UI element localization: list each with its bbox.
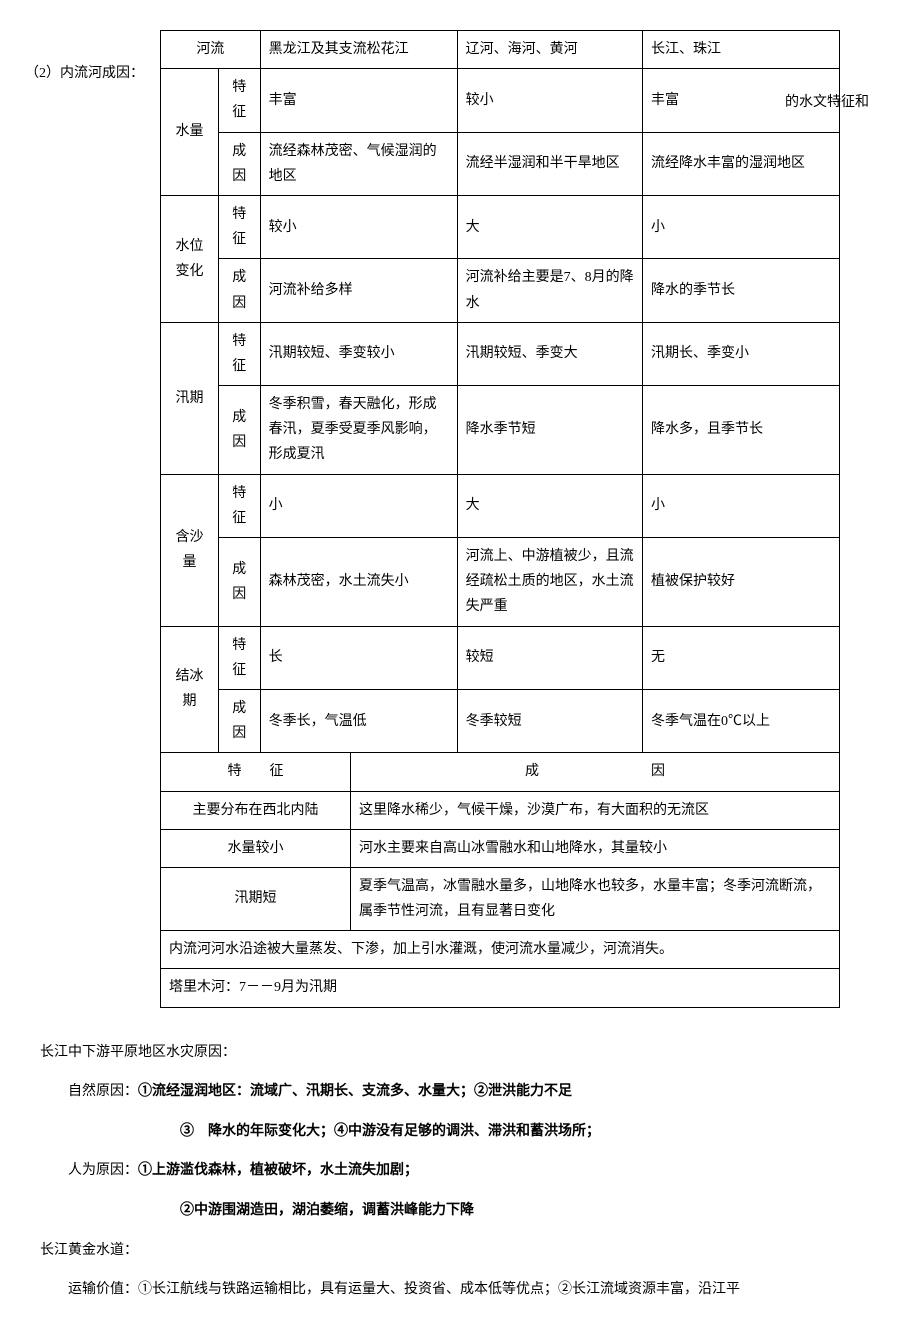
table-row: 成因 森林茂密，水土流失小 河流上、中游植被少，且流经疏松土质的地区，水土流失严… <box>161 538 840 627</box>
cell: 汛期较短、季变较小 <box>260 322 457 385</box>
inland-river-table: 特 征 成 因 主要分布在西北内陆 这里降水稀少，气候干燥，沙漠广布，有大面积的… <box>160 752 840 1007</box>
text-bold: ①流经湿润地区：流域广、汛期长、支流多、水量大；②泄洪能力不足 <box>138 1084 572 1099</box>
cell: 成因 <box>218 386 260 475</box>
table-row: 成因 流经森林茂密、气候湿润的地区 流经半湿润和半干旱地区 流经降水丰富的湿润地… <box>161 132 840 195</box>
table-row: 含沙量 特征 小 大 小 <box>161 474 840 537</box>
cell: 河水主要来自高山冰雪融水和山地降水，其量较小 <box>351 829 840 867</box>
paragraph: 人为原因：①上游滥伐森林，植被破坏，水土流失加剧； <box>40 1154 880 1188</box>
cell: 汛期较短、季变大 <box>457 322 642 385</box>
table-row: 河流 黑龙江及其支流松花江 辽河、海河、黄河 长江、珠江 <box>161 31 840 69</box>
table-row: 结冰期 特征 长 较短 无 <box>161 626 840 689</box>
cell: 冬季长，气温低 <box>260 689 457 752</box>
cell: 辽河、海河、黄河 <box>457 31 642 69</box>
cell: 塔里木河：7－－9月为汛期 <box>161 969 840 1007</box>
table-row: 主要分布在西北内陆 这里降水稀少，气候干燥，沙漠广布，有大面积的无流区 <box>161 791 840 829</box>
cell: 河流上、中游植被少，且流经疏松土质的地区，水土流失严重 <box>457 538 642 627</box>
cell: 成因 <box>218 689 260 752</box>
paragraph: ②中游围湖造田，湖泊萎缩，调蓄洪峰能力下降 <box>40 1194 880 1228</box>
cell: 较小 <box>260 195 457 258</box>
cell: 汛期短 <box>161 867 351 930</box>
cell: 流经半湿润和半干旱地区 <box>457 132 642 195</box>
paragraph: 长江黄金水道： <box>40 1234 880 1268</box>
text-bold: ①上游滥伐森林，植被破坏，水土流失加剧； <box>138 1163 418 1178</box>
cell: 长 <box>260 626 457 689</box>
paragraph: 长江中下游平原地区水灾原因： <box>40 1036 880 1070</box>
cell: 特征 <box>218 474 260 537</box>
side-note-left: （2）内流河成因： <box>25 60 150 88</box>
table-row: 特 征 成 因 <box>161 753 840 791</box>
cell: 降水季节短 <box>457 386 642 475</box>
cell: 降水的季节长 <box>642 259 839 322</box>
cell: 主要分布在西北内陆 <box>161 791 351 829</box>
cell: 特 征 <box>161 753 351 791</box>
table-row: 汛期 特征 汛期较短、季变较小 汛期较短、季变大 汛期长、季变小 <box>161 322 840 385</box>
cell: 水量 <box>161 69 219 196</box>
paragraph: 自然原因：①流经湿润地区：流域广、汛期长、支流多、水量大；②泄洪能力不足 <box>40 1075 880 1109</box>
cell: 小 <box>642 195 839 258</box>
table-row: 水量 特征 丰富 较小 丰富 <box>161 69 840 132</box>
cell: 水量较小 <box>161 829 351 867</box>
table-row: 成因 冬季长，气温低 冬季较短 冬季气温在0℃以上 <box>161 689 840 752</box>
table-row: 塔里木河：7－－9月为汛期 <box>161 969 840 1007</box>
cell: 冬季气温在0℃以上 <box>642 689 839 752</box>
cell: 河流补给多样 <box>260 259 457 322</box>
text: 自然原因： <box>68 1084 138 1099</box>
cell: 小 <box>642 474 839 537</box>
rivers-table: 河流 黑龙江及其支流松花江 辽河、海河、黄河 长江、珠江 水量 特征 丰富 较小… <box>160 30 840 753</box>
cell: 成因 <box>218 132 260 195</box>
cell: 小 <box>260 474 457 537</box>
cell: 汛期 <box>161 322 219 474</box>
cell: 大 <box>457 195 642 258</box>
cell: 冬季较短 <box>457 689 642 752</box>
cell: 汛期长、季变小 <box>642 322 839 385</box>
cell: 森林茂密，水土流失小 <box>260 538 457 627</box>
cell: 水位变化 <box>161 195 219 322</box>
cell: 成因 <box>218 538 260 627</box>
cell: 降水多，且季节长 <box>642 386 839 475</box>
cell: 含沙量 <box>161 474 219 626</box>
cell: 成 因 <box>351 753 840 791</box>
table-row: 内流河河水沿途被大量蒸发、下渗，加上引水灌溉，使河流水量减少，河流消失。 <box>161 931 840 969</box>
prose-section: 长江中下游平原地区水灾原因： 自然原因：①流经湿润地区：流域广、汛期长、支流多、… <box>40 1036 880 1307</box>
cell: 较短 <box>457 626 642 689</box>
cell: 结冰期 <box>161 626 219 753</box>
cell: 特征 <box>218 69 260 132</box>
cell: 夏季气温高，冰雪融水量多，山地降水也较多，水量丰富；冬季河流断流，属季节性河流，… <box>351 867 840 930</box>
table-row: 成因 冬季积雪，春天融化，形成春汛，夏季受夏季风影响，形成夏汛 降水季节短 降水… <box>161 386 840 475</box>
table-row: 水位变化 特征 较小 大 小 <box>161 195 840 258</box>
text: 人为原因： <box>68 1163 138 1178</box>
cell: 河流补给主要是7、8月的降水 <box>457 259 642 322</box>
cell: 黑龙江及其支流松花江 <box>260 31 457 69</box>
page: （2）内流河成因： 的水文特征和 河流 黑龙江及其支流松花江 辽河、海河、黄河 … <box>40 30 880 1008</box>
cell: 丰富 <box>260 69 457 132</box>
cell: 这里降水稀少，气候干燥，沙漠广布，有大面积的无流区 <box>351 791 840 829</box>
cell: 特征 <box>218 626 260 689</box>
cell: 大 <box>457 474 642 537</box>
cell: 较小 <box>457 69 642 132</box>
cell: 流经森林茂密、气候湿润的地区 <box>260 132 457 195</box>
paragraph: ③ 降水的年际变化大；④中游没有足够的调洪、滞洪和蓄洪场所； <box>40 1115 880 1149</box>
cell: 流经降水丰富的湿润地区 <box>642 132 839 195</box>
side-note-right: 的水文特征和 <box>785 90 885 115</box>
cell: 特征 <box>218 195 260 258</box>
table-row: 汛期短 夏季气温高，冰雪融水量多，山地降水也较多，水量丰富；冬季河流断流，属季节… <box>161 867 840 930</box>
cell: 长江、珠江 <box>642 31 839 69</box>
table-row: 水量较小 河水主要来自高山冰雪融水和山地降水，其量较小 <box>161 829 840 867</box>
cell: 河流 <box>161 31 261 69</box>
cell: 冬季积雪，春天融化，形成春汛，夏季受夏季风影响，形成夏汛 <box>260 386 457 475</box>
cell: 成因 <box>218 259 260 322</box>
cell: 内流河河水沿途被大量蒸发、下渗，加上引水灌溉，使河流水量减少，河流消失。 <box>161 931 840 969</box>
cell: 植被保护较好 <box>642 538 839 627</box>
table-row: 成因 河流补给多样 河流补给主要是7、8月的降水 降水的季节长 <box>161 259 840 322</box>
cell: 无 <box>642 626 839 689</box>
cell: 特征 <box>218 322 260 385</box>
